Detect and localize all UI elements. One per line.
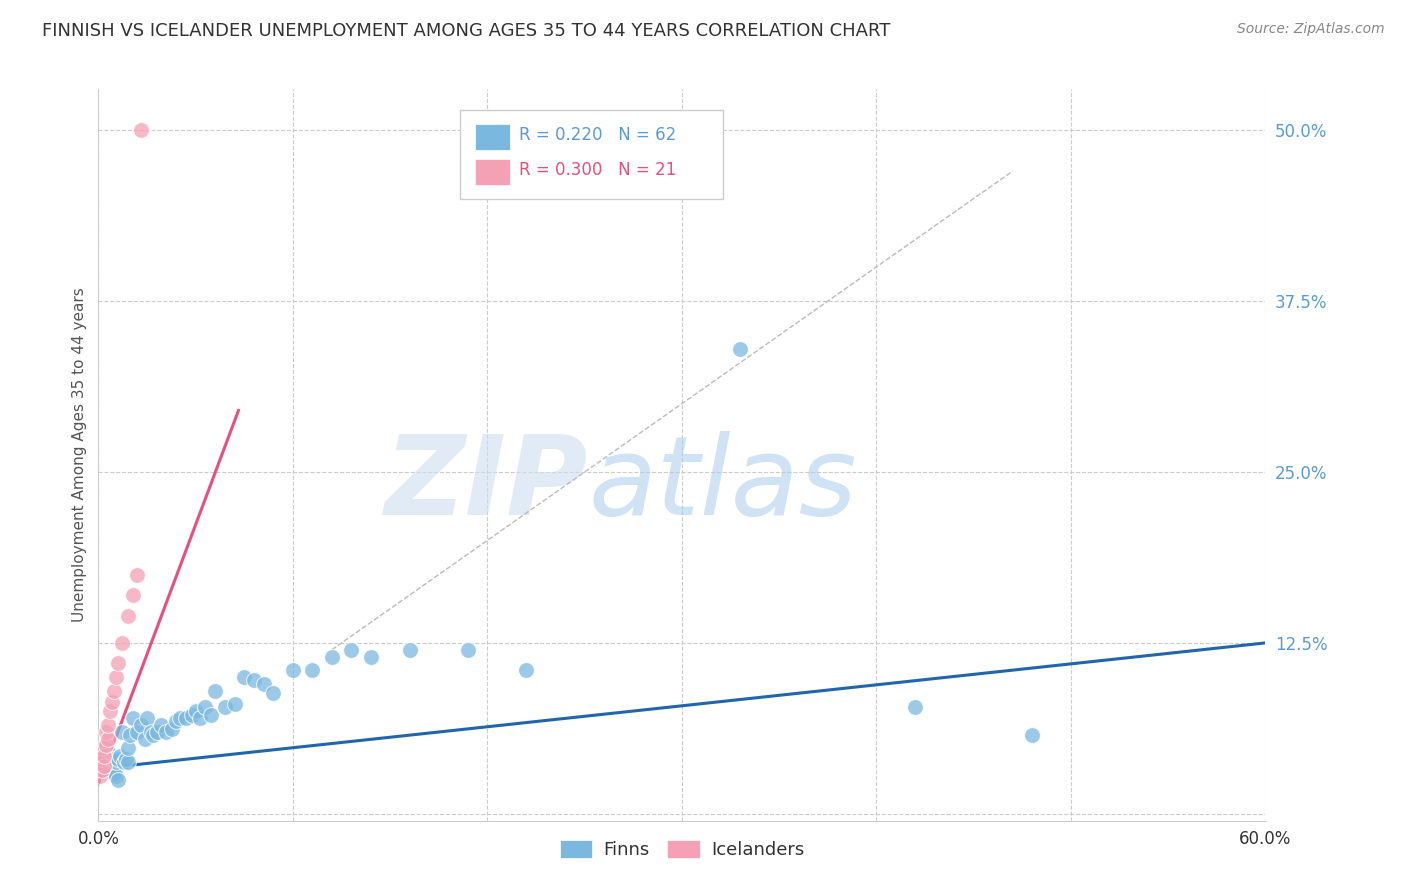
Point [165,714,187,728]
Legend: Finns, Icelanders: Finns, Icelanders [553,832,811,866]
Point [200,708,222,723]
Point [129,123,152,137]
Point [89,768,111,782]
Text: ZIP: ZIP [385,431,589,538]
Point [91,763,114,777]
Point [457,642,479,657]
Text: R = 0.220   N = 62: R = 0.220 N = 62 [519,127,676,145]
Point [91,752,114,766]
Point [146,724,169,739]
Point [117,741,139,756]
FancyBboxPatch shape [475,159,510,185]
Point [1021,727,1043,741]
Point [155,724,177,739]
Point [122,588,145,602]
Point [107,772,129,787]
Point [136,711,159,725]
Text: atlas: atlas [589,431,858,538]
Point [93,759,115,773]
Point [114,752,136,766]
Point [107,657,129,671]
Point [98,752,121,766]
Point [97,731,120,746]
Point [97,755,120,769]
Point [169,711,191,725]
Point [107,752,129,766]
Point [360,649,382,664]
Point [93,749,115,764]
Point [101,765,124,780]
Point [301,663,323,677]
Point [89,755,111,769]
Point [104,755,127,769]
Point [112,755,135,769]
Point [233,670,256,684]
FancyBboxPatch shape [475,124,510,150]
Text: Source: ZipAtlas.com: Source: ZipAtlas.com [1237,22,1385,37]
Point [91,741,114,756]
Point [103,765,125,780]
Point [104,670,127,684]
Point [129,718,152,732]
Point [149,718,172,732]
Point [204,683,226,698]
Point [340,642,363,657]
Point [103,752,125,766]
Point [904,700,927,714]
Point [253,677,276,691]
Point [117,755,139,769]
Point [101,755,124,769]
Point [111,636,134,650]
Point [134,731,156,746]
Point [97,763,120,777]
Point [117,608,139,623]
Y-axis label: Unemployment Among Ages 35 to 44 years: Unemployment Among Ages 35 to 44 years [72,287,87,623]
Point [194,700,217,714]
Point [224,698,246,712]
Point [118,727,141,741]
Point [214,700,236,714]
Point [91,752,114,766]
Point [281,663,304,677]
Point [101,695,124,709]
Point [97,718,120,732]
Point [97,745,120,759]
Point [93,749,115,764]
Point [96,739,118,753]
Point [730,342,752,356]
Point [103,683,125,698]
Point [188,711,211,725]
Point [184,704,207,718]
Point [96,724,118,739]
FancyBboxPatch shape [460,110,723,199]
Point [162,722,184,736]
Point [127,724,149,739]
Point [98,704,121,718]
Point [111,724,134,739]
Point [96,757,118,772]
Point [122,711,145,725]
Point [180,708,202,723]
Point [108,749,131,764]
Point [243,673,266,687]
Point [398,642,420,657]
Point [93,755,115,769]
Point [174,711,197,725]
Point [139,724,162,739]
Point [262,686,284,700]
Point [127,567,149,582]
Point [104,768,127,782]
Text: R = 0.300   N = 21: R = 0.300 N = 21 [519,161,676,179]
Point [142,727,165,741]
Point [515,663,537,677]
Point [96,747,118,761]
Text: FINNISH VS ICELANDER UNEMPLOYMENT AMONG AGES 35 TO 44 YEARS CORRELATION CHART: FINNISH VS ICELANDER UNEMPLOYMENT AMONG … [42,22,890,40]
Point [98,760,121,774]
Point [321,649,343,664]
